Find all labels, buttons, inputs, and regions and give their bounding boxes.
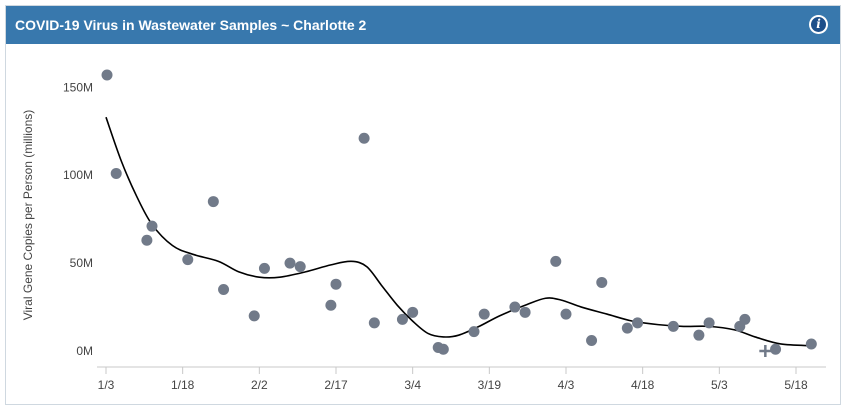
data-point: [632, 317, 644, 329]
annotation-layer: [759, 345, 772, 357]
data-point: [146, 220, 158, 232]
data-point: [509, 301, 521, 313]
data-point: [550, 255, 562, 267]
data-point: [560, 308, 572, 320]
x-tick-label: 1/3: [98, 378, 115, 392]
y-tick-label: 50M: [70, 256, 93, 270]
panel-title: COVID-19 Virus in Wastewater Samples ~ C…: [15, 17, 367, 33]
data-point: [396, 313, 408, 325]
series-layer: [101, 69, 817, 355]
data-point: [182, 254, 194, 266]
data-point: [519, 306, 531, 318]
y-axis-title: Viral Gene Copies per Person (millions): [21, 110, 35, 321]
data-point: [248, 310, 260, 322]
x-tick-label: 1/18: [171, 378, 195, 392]
data-point: [294, 261, 306, 273]
x-axis-ticks: 1/3 1/18 2/2 2/17 3/4 3/19 4/3 4/18 5/3 5/18: [98, 367, 808, 392]
data-point: [478, 308, 490, 320]
data-point: [805, 338, 817, 350]
data-point: [703, 317, 715, 329]
info-glyph: i: [811, 17, 826, 32]
trend-line: [105, 116, 812, 347]
data-point: [667, 320, 679, 332]
x-tick-label: 4/18: [631, 378, 655, 392]
panel-header: COVID-19 Virus in Wastewater Samples ~ C…: [6, 6, 840, 44]
data-point: [325, 299, 337, 311]
data-point: [284, 257, 296, 269]
data-point: [770, 343, 782, 355]
data-point: [141, 234, 153, 246]
y-tick-label: 100M: [63, 168, 93, 182]
data-point: [621, 322, 633, 334]
x-tick-label: 2/2: [251, 378, 268, 392]
data-point: [739, 313, 751, 325]
data-point: [330, 278, 342, 290]
x-tick-label: 3/19: [478, 378, 502, 392]
y-axis-ticks: 0M 50M 100M 150M: [63, 80, 93, 358]
data-point: [101, 69, 113, 81]
data-point: [693, 329, 705, 341]
y-tick-label: 0M: [76, 344, 93, 358]
data-point: [368, 317, 380, 329]
x-tick-label: 4/3: [558, 378, 575, 392]
data-point: [468, 326, 480, 338]
data-point: [586, 334, 598, 346]
x-tick-label: 5/3: [711, 378, 728, 392]
data-point: [218, 283, 230, 295]
x-tick-label: 5/18: [784, 378, 808, 392]
x-tick-label: 3/4: [404, 378, 421, 392]
y-tick-label: 150M: [63, 80, 93, 94]
data-point: [207, 196, 219, 208]
chart-panel: COVID-19 Virus in Wastewater Samples ~ C…: [5, 5, 841, 405]
data-point: [596, 276, 608, 288]
x-tick-label: 2/17: [324, 378, 348, 392]
data-point: [258, 262, 270, 274]
info-icon[interactable]: i: [809, 15, 828, 34]
data-point: [437, 343, 449, 355]
data-point: [110, 167, 122, 179]
data-point: [407, 306, 419, 318]
data-point: [358, 132, 370, 144]
